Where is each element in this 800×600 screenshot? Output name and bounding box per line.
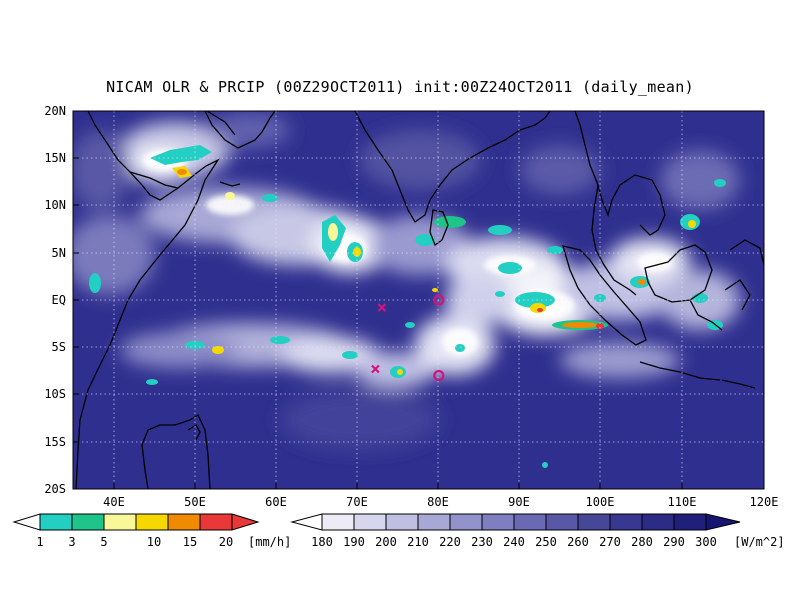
olr-colorbar-label: 200 [375,535,397,549]
coastlines [75,111,764,489]
map-area [73,111,764,489]
x-tick-label: 50E [184,495,206,509]
olr-colorbar-high-arrow [705,513,741,531]
olr-swatch [321,513,355,531]
olr-swatch [673,513,707,531]
olr-swatch [641,513,675,531]
precip-colorbar-label: 1 [36,535,43,549]
y-tick-label: EQ [52,293,66,307]
y-tick-label: 20S [44,482,66,496]
y-tick-label: 15N [44,151,66,165]
precip-swatch [199,513,233,531]
x-tick-label: 90E [508,495,530,509]
station-circle-marker [433,370,445,382]
olr-colorbar-label: 190 [343,535,365,549]
olr-colorbar-label: 180 [311,535,333,549]
olr-swatch [385,513,419,531]
y-tick-label: 5N [52,246,66,260]
precip-colorbar-label: 15 [183,535,197,549]
station-cross-marker [371,364,380,374]
olr-colorbar-label: 230 [471,535,493,549]
x-tick-label: 80E [427,495,449,509]
olr-colorbar-label: 250 [535,535,557,549]
grid-lines [73,111,764,489]
precip-swatch [103,513,137,531]
olr-colorbar-label: 220 [439,535,461,549]
olr-colorbar-label: 270 [599,535,621,549]
olr-colorbar-low-arrow [290,513,323,531]
olr-swatch [481,513,515,531]
olr-colorbar-label: 210 [407,535,429,549]
x-tick-label: 120E [750,495,779,509]
y-tick-label: 10S [44,387,66,401]
x-tick-label: 100E [586,495,615,509]
olr-colorbar-label: 240 [503,535,525,549]
y-tick-label: 20N [44,104,66,118]
y-tick-label: 10N [44,198,66,212]
x-axis-labels: 40E 50E 60E 70E 80E 90E 100E 110E 120E [103,495,778,509]
station-cross-marker [377,303,387,312]
precip-colorbar-label: 10 [147,535,161,549]
y-tick-label: 15S [44,435,66,449]
olr-colorbar-unit: [W/m^2] [734,535,785,549]
precipitation-patches [89,145,726,468]
y-tick-label: 5S [52,340,66,354]
x-tick-label: 110E [668,495,697,509]
olr-swatch [577,513,611,531]
precip-colorbar: 1 3 5 10 15 20 [mm/h] [12,513,291,549]
x-tick-label: 60E [265,495,287,509]
markers-layer [371,294,445,382]
olr-swatch [449,513,483,531]
olr-swatch [513,513,547,531]
precip-colorbar-label: 20 [219,535,233,549]
precip-swatch [135,513,169,531]
x-tick-label: 40E [103,495,125,509]
precip-colorbar-label: 5 [100,535,107,549]
olr-swatch [545,513,579,531]
tick-marks [73,157,683,489]
map-title: NICAM OLR & PRCIP (00Z29OCT2011) init:00… [106,78,694,96]
olr-swatch [417,513,451,531]
precip-swatch [71,513,105,531]
olr-swatch [609,513,643,531]
olr-colorbar-label: 260 [567,535,589,549]
y-axis-labels: 20N 15N 10N 5N EQ 5S 10S 15S 20S [44,104,66,496]
precip-swatch [167,513,201,531]
precip-swatch [39,513,73,531]
olr-colorbar-label: 290 [663,535,685,549]
olr-colorbar: 180 190 200 210 220 230 240 250 260 270 … [290,513,785,549]
station-circle-marker [433,294,445,306]
olr-colorbar-label: 300 [695,535,717,549]
x-tick-label: 70E [346,495,368,509]
olr-colorbar-label: 280 [631,535,653,549]
olr-swatch [353,513,387,531]
precip-colorbar-label: 3 [68,535,75,549]
precip-colorbar-low-arrow [12,513,41,531]
precip-colorbar-high-arrow [231,513,260,531]
precip-colorbar-unit: [mm/h] [248,535,291,549]
